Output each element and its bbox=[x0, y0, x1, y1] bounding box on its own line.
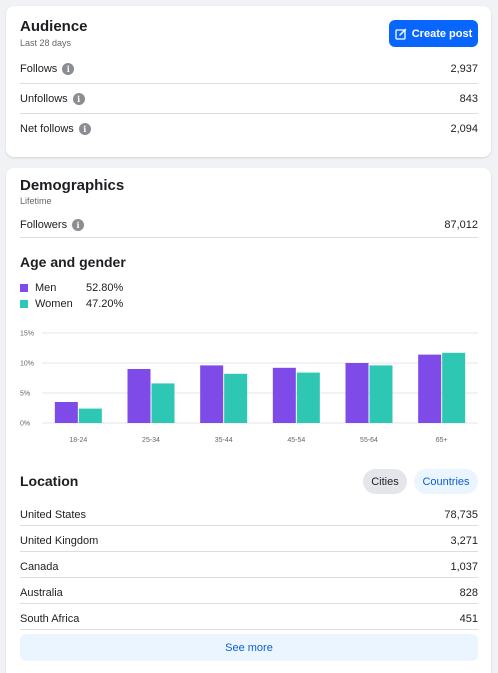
metric-row-followers: Followers i 87,012 bbox=[20, 213, 478, 238]
demographics-subtitle: Lifetime bbox=[20, 196, 52, 206]
location-label: Canada bbox=[20, 560, 59, 573]
metric-value: 2,094 bbox=[450, 122, 478, 135]
location-row: Australia 828 bbox=[20, 582, 478, 604]
age-gender-title: Age and gender bbox=[20, 254, 126, 270]
legend-name: Women bbox=[35, 298, 73, 310]
y-tick-label: 15% bbox=[20, 331, 34, 338]
x-tick-label: 18-24 bbox=[69, 437, 87, 444]
location-value: 451 bbox=[459, 612, 478, 625]
location-value: 1,037 bbox=[450, 560, 478, 573]
legend-item-men: Men 52.80% bbox=[20, 282, 123, 294]
location-row: United Kingdom 3,271 bbox=[20, 530, 478, 552]
toggle-cities[interactable]: Cities bbox=[363, 469, 407, 494]
legend-value: 52.80% bbox=[86, 282, 124, 294]
bar-women-25-34[interactable] bbox=[151, 383, 175, 423]
location-row: Canada 1,037 bbox=[20, 556, 478, 578]
see-more-button[interactable]: See more bbox=[20, 634, 478, 661]
metric-value: 87,012 bbox=[444, 219, 478, 231]
audience-card: Audience Last 28 days Create post Follow… bbox=[6, 6, 491, 157]
bar-women-55-64[interactable] bbox=[369, 365, 393, 423]
edit-icon bbox=[395, 28, 406, 40]
metric-label: Net follows bbox=[20, 122, 74, 135]
metric-row-unfollows: Unfollows i 843 bbox=[20, 85, 478, 114]
location-label: Australia bbox=[20, 586, 63, 599]
location-label: South Africa bbox=[20, 612, 80, 625]
legend-swatch bbox=[20, 284, 28, 292]
create-post-label: Create post bbox=[411, 27, 473, 40]
location-value: 828 bbox=[459, 586, 478, 599]
demographics-title: Demographics bbox=[20, 177, 125, 194]
x-tick-label: 55-64 bbox=[360, 437, 378, 444]
demographics-card: Demographics Lifetime Followers i 87,012 … bbox=[6, 168, 491, 673]
bar-men-45-54[interactable] bbox=[272, 367, 296, 423]
location-label: United Kingdom bbox=[20, 534, 99, 547]
location-row: South Africa 451 bbox=[20, 608, 478, 630]
legend-swatch bbox=[20, 300, 28, 308]
info-icon[interactable]: i bbox=[72, 219, 85, 231]
bar-women-35-44[interactable] bbox=[224, 373, 248, 423]
bar-men-55-64[interactable] bbox=[345, 363, 369, 423]
x-tick-label: 45-54 bbox=[287, 437, 305, 444]
legend-value: 47.20% bbox=[86, 298, 124, 310]
bar-women-65+[interactable] bbox=[442, 352, 466, 423]
x-tick-label: 65+ bbox=[436, 437, 448, 444]
audience-title: Audience bbox=[20, 18, 88, 35]
bar-men-25-34[interactable] bbox=[127, 369, 151, 423]
metric-label: Follows bbox=[20, 63, 58, 75]
bar-women-18-24[interactable] bbox=[78, 408, 102, 423]
location-title: Location bbox=[20, 473, 79, 489]
y-tick-label: 5% bbox=[20, 391, 30, 398]
metric-label: Followers bbox=[20, 219, 68, 231]
audience-subtitle: Last 28 days bbox=[20, 38, 72, 48]
bar-women-45-54[interactable] bbox=[296, 372, 320, 423]
x-tick-label: 35-44 bbox=[215, 437, 233, 444]
location-label: United States bbox=[20, 508, 87, 521]
x-tick-label: 25-34 bbox=[142, 437, 160, 444]
toggle-countries[interactable]: Countries bbox=[414, 469, 478, 494]
info-icon[interactable]: i bbox=[62, 63, 75, 75]
metric-row-follows: Follows i 2,937 bbox=[20, 55, 478, 84]
metric-value: 2,937 bbox=[450, 63, 478, 75]
age-gender-chart: 0% 5% 10% 15% 18-24 25-34 35-44 45-54 55-64 65+ bbox=[20, 331, 478, 444]
create-post-button[interactable]: Create post bbox=[389, 20, 478, 47]
location-value: 3,271 bbox=[450, 534, 478, 547]
metric-label: Unfollows bbox=[20, 93, 68, 105]
info-icon[interactable]: i bbox=[78, 122, 91, 135]
y-tick-label: 0% bbox=[20, 421, 30, 428]
bar-men-65+[interactable] bbox=[418, 354, 442, 423]
location-row: United States 78,735 bbox=[20, 504, 478, 526]
legend-name: Men bbox=[35, 282, 57, 294]
legend-item-women: Women 47.20% bbox=[20, 298, 123, 310]
bar-men-35-44[interactable] bbox=[200, 365, 224, 423]
metric-row-net-follows: Net follows i 2,094 bbox=[20, 114, 478, 143]
info-icon[interactable]: i bbox=[72, 93, 85, 105]
location-value: 78,735 bbox=[444, 508, 478, 521]
bar-men-18-24[interactable] bbox=[54, 402, 78, 423]
metric-value: 843 bbox=[459, 93, 478, 105]
y-tick-label: 10% bbox=[20, 361, 34, 368]
